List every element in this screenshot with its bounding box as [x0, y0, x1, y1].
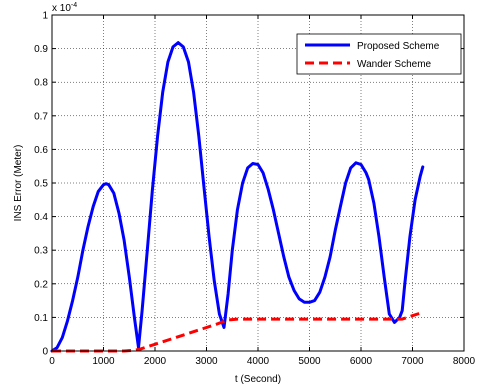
y-tick-label: 0.1: [34, 313, 48, 324]
y-tick-label: 0.9: [34, 44, 48, 55]
y-tick-label: 0: [42, 347, 48, 358]
legend-box: [296, 33, 462, 75]
y-tick-label: 1: [42, 11, 48, 22]
y-multiplier-exponent: -4: [71, 2, 77, 9]
legend: Proposed Scheme Wander Scheme: [296, 33, 462, 75]
x-tick-label: 8000: [453, 356, 476, 367]
y-tick-label: 0.8: [34, 78, 48, 89]
series-line-proposed-scheme: [50, 41, 425, 353]
y-tick-label: 0.7: [34, 111, 48, 122]
y-multiplier-base: x 10: [52, 3, 71, 14]
y-tick-label: 0.2: [34, 279, 48, 290]
x-tick-label: 5000: [298, 356, 321, 367]
x-tick-label: 2000: [144, 356, 167, 367]
x-tick-label: 6000: [350, 356, 373, 367]
x-tick-label: 0: [49, 356, 55, 367]
x-tick-label: 1000: [92, 356, 115, 367]
y-tick-label: 0.5: [34, 179, 48, 190]
legend-label-proposed-scheme: Proposed Scheme: [357, 41, 440, 52]
x-tick-label: 3000: [195, 356, 218, 367]
x-tick-label: 4000: [247, 356, 270, 367]
y-tick-label: 0.4: [34, 212, 48, 223]
series-group: [50, 41, 425, 353]
y-tick-label: 0.6: [34, 145, 48, 156]
y-axis-label: INS Error (Meter): [13, 145, 24, 222]
series-line-wander-scheme: [52, 310, 424, 353]
ticks: 0 1000 2000 3000 4000 5000 6000 7000 8000 0 0.1 0.2…: [34, 11, 475, 368]
x-tick-label: 7000: [401, 356, 424, 367]
legend-label-wander-scheme: Wander Scheme: [357, 59, 432, 70]
x-axis-label: t (Second): [235, 374, 281, 385]
y-multiplier: x 10-4: [52, 2, 77, 14]
y-tick-label: 0.3: [34, 246, 48, 257]
